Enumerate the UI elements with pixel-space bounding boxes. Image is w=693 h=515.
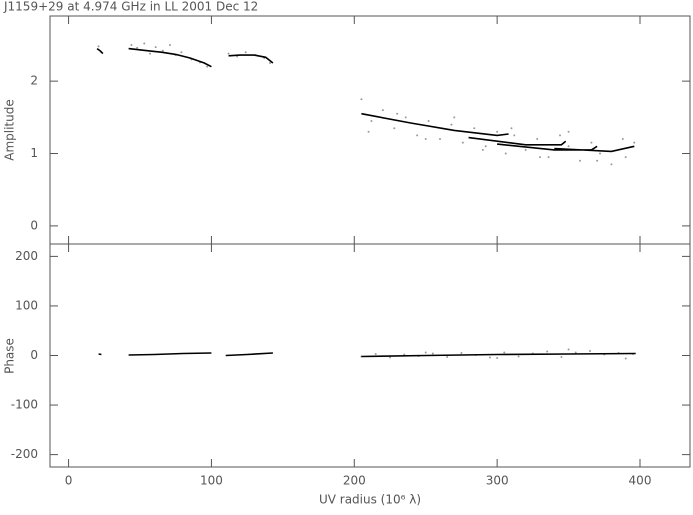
y-axis-label: Phase [3,338,17,374]
data-point [496,130,499,133]
data-point [567,145,570,148]
y-tick-label: 0 [30,218,38,232]
data-point [424,351,427,354]
y-tick-label: 2 [30,74,38,88]
data-point [424,138,427,141]
data-point [510,127,513,130]
data-point [180,51,183,54]
data-point [227,52,230,55]
data-point [567,348,570,351]
data-point [489,356,491,359]
data-line [98,352,636,358]
data-point [547,156,550,159]
data-point [513,134,516,137]
y-tick-label: 1 [30,146,38,160]
data-point [599,152,601,155]
data-point [621,138,624,141]
data-point [97,45,100,48]
data-point [560,355,563,358]
y-tick-label: 200 [15,249,38,263]
x-tick-label: 200 [343,474,366,488]
data-point [169,43,171,46]
data-point [403,353,406,356]
frame [49,15,691,468]
data-point [590,141,593,144]
data-point [574,351,577,354]
data-point [503,351,506,354]
data-point [416,134,419,137]
data-point [624,156,627,159]
data-point [481,148,484,151]
data-point [427,119,430,122]
data-point [393,127,396,130]
data-point [453,116,456,119]
data-point [244,51,247,54]
data-point [589,350,591,353]
data-point [539,156,541,159]
x-tick-label: 0 [65,474,73,488]
data-point [389,356,391,359]
data-point [206,65,209,68]
data-point [504,152,507,155]
data-point [559,134,561,137]
data-point [567,130,570,133]
data-point [633,141,636,144]
y-tick-label: -200 [11,447,38,461]
y-axis-label: Amplitude [3,99,17,161]
data-point [161,49,164,52]
data-point [381,109,384,112]
data-point [404,116,407,119]
data-point [269,62,271,65]
data-point [517,355,520,358]
data-point [579,159,581,162]
y-tick-label: -100 [11,398,38,412]
data-point [439,138,441,141]
data-point [473,127,476,130]
data-point [370,119,373,122]
data-point [143,42,146,45]
data-point [536,138,539,141]
x-tick-label: 300 [486,474,509,488]
x-axis-label: UV radius (10⁶ λ) [319,493,421,507]
chart-title: J1159+29 at 4.974 GHz in LL 2001 Dec 12 [3,0,258,14]
data-point [154,46,157,49]
data-point [136,46,139,49]
x-tick-label: 100 [200,474,223,488]
x-tick-label: 400 [629,474,652,488]
data-point [596,159,599,162]
data-point [461,141,464,144]
y-tick-label: 0 [30,348,38,362]
data-point [524,148,527,151]
data-point [446,355,449,358]
data-point [360,98,363,101]
data-point [610,163,613,166]
data-point [624,357,627,360]
data-point [460,352,463,355]
data-point [496,356,499,359]
data-point [130,43,133,46]
y-tick-label: 100 [15,298,38,312]
data-point [396,112,399,115]
data-point [546,350,549,353]
data-point [149,52,151,55]
data-line [96,47,635,153]
data-point [374,353,377,356]
data-point [450,123,453,126]
data-point [484,145,487,148]
data-point [431,352,434,355]
data-point [367,130,370,133]
